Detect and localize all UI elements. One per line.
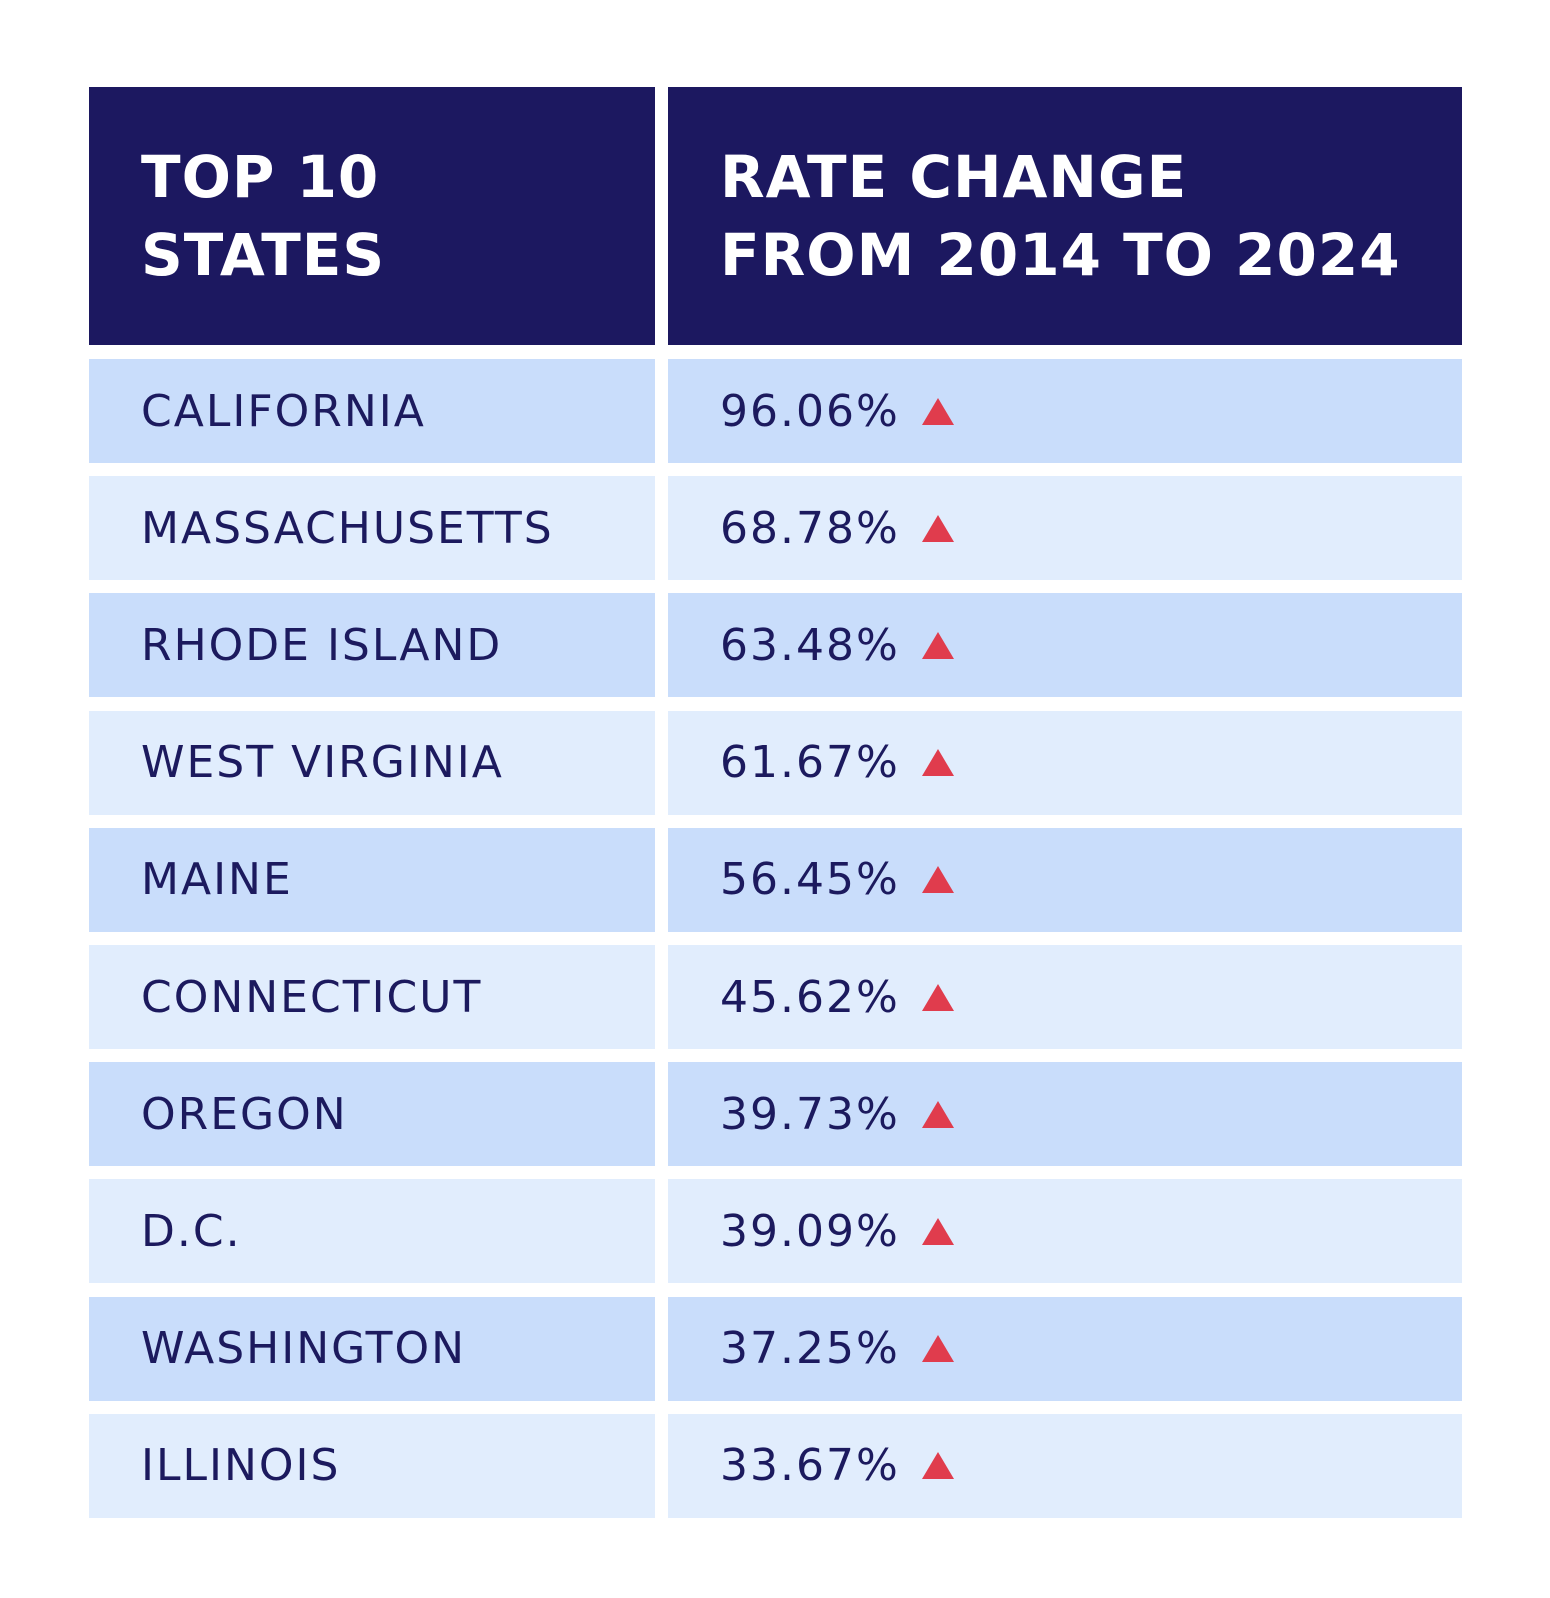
up-triangle-icon xyxy=(921,1100,954,1128)
state-name: MASSACHUSETTS xyxy=(141,502,554,554)
rate-change-cell: 63.48% xyxy=(668,593,1462,698)
rate-change-cell: 39.09% xyxy=(668,1179,1462,1284)
rate-change-value: 33.67% xyxy=(720,1440,900,1492)
up-triangle-icon xyxy=(921,631,954,659)
rate-change-value: 68.78% xyxy=(720,502,900,554)
state-name: ILLINOIS xyxy=(141,1440,341,1492)
state-cell: ILLINOIS xyxy=(89,1413,655,1518)
header-line: RATE CHANGE xyxy=(720,143,1188,211)
state-name: D.C. xyxy=(141,1205,242,1257)
rate-change-cell: 45.62% xyxy=(668,945,1462,1049)
state-cell: OREGON xyxy=(89,1062,655,1167)
state-cell: MASSACHUSETTS xyxy=(89,476,655,581)
rate-change-value: 39.73% xyxy=(720,1088,900,1140)
state-name: MAINE xyxy=(141,854,293,906)
state-name: WEST VIRGINIA xyxy=(141,737,504,789)
rate-change-cell: 61.67% xyxy=(668,710,1462,815)
rate-change-cell: 68.78% xyxy=(668,476,1462,581)
rate-change-cell: 39.73% xyxy=(668,1062,1462,1167)
up-triangle-icon xyxy=(921,1335,954,1363)
state-cell: WASHINGTON xyxy=(89,1296,655,1401)
up-triangle-icon xyxy=(921,514,954,542)
up-triangle-icon xyxy=(921,749,954,777)
rate-change-value: 63.48% xyxy=(720,619,900,671)
rate-change-cell: 56.45% xyxy=(668,827,1462,932)
up-triangle-icon xyxy=(921,983,954,1011)
up-triangle-icon xyxy=(921,1452,954,1480)
rate-change-value: 37.25% xyxy=(720,1323,900,1375)
up-triangle-icon xyxy=(921,866,954,894)
state-name: WASHINGTON xyxy=(141,1323,467,1375)
state-cell: D.C. xyxy=(89,1179,655,1284)
rate-change-cell: 37.25% xyxy=(668,1296,1462,1401)
rate-change-cell: 96.06% xyxy=(668,359,1462,463)
rate-change-value: 96.06% xyxy=(720,385,900,437)
rate-change-value: 39.09% xyxy=(720,1205,900,1257)
rate-change-value: 45.62% xyxy=(720,971,900,1023)
up-triangle-icon xyxy=(921,397,954,425)
header-line: TOP 10 xyxy=(141,143,380,211)
rate-change-value: 56.45% xyxy=(720,854,900,906)
state-cell: CALIFORNIA xyxy=(89,359,655,463)
up-triangle-icon xyxy=(921,1217,954,1245)
rate-change-value: 61.67% xyxy=(720,737,900,789)
header-line: FROM 2014 TO 2024 xyxy=(720,221,1401,289)
state-cell: CONNECTICUT xyxy=(89,945,655,1049)
header-states: TOP 10 STATES xyxy=(89,87,655,345)
header-rate-change: RATE CHANGE FROM 2014 TO 2024 xyxy=(668,87,1462,345)
state-name: RHODE ISLAND xyxy=(141,619,503,671)
state-cell: MAINE xyxy=(89,827,655,932)
rate-change-cell: 33.67% xyxy=(668,1413,1462,1518)
state-name: CONNECTICUT xyxy=(141,971,483,1023)
state-name: OREGON xyxy=(141,1088,348,1140)
state-name: CALIFORNIA xyxy=(141,385,426,437)
state-cell: RHODE ISLAND xyxy=(89,593,655,698)
header-line: STATES xyxy=(141,221,386,289)
state-cell: WEST VIRGINIA xyxy=(89,710,655,815)
